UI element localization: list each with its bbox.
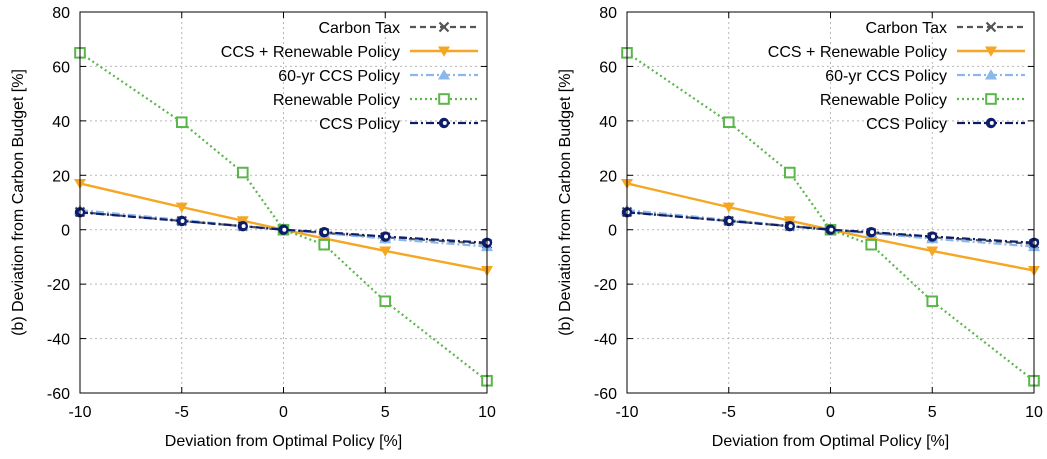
- data-point: [926, 295, 939, 308]
- legend-label: 60-yr CCS Policy: [825, 68, 947, 85]
- data-point: [784, 166, 796, 179]
- data-point-center: [384, 234, 389, 239]
- legend-swatch-marker-center: [442, 121, 447, 125]
- chart-1-grid: [627, 12, 1034, 393]
- y-tick-label: -20: [594, 277, 617, 294]
- data-point: [865, 238, 877, 251]
- legend-swatch-marker: [438, 21, 450, 33]
- y-tick-label: -40: [47, 332, 70, 349]
- x-tick-label: -10: [615, 404, 638, 421]
- y-tick-label: 20: [52, 168, 70, 185]
- legend-swatch-marker: [985, 69, 997, 80]
- data-point: [175, 202, 188, 213]
- legend-label: Carbon Tax: [318, 20, 400, 37]
- legend-label: 60-yr CCS Policy: [278, 68, 400, 85]
- y-axis-label: (b) Deviation from Carbon Budget [%]: [557, 69, 574, 336]
- x-tick-label: 0: [279, 404, 288, 421]
- data-point-center: [180, 219, 185, 224]
- y-tick-label: -20: [47, 277, 70, 294]
- data-point: [237, 166, 249, 179]
- legend-label: CCS Policy: [319, 116, 400, 133]
- legend-swatch-marker: [438, 93, 450, 105]
- x-tick-label: 10: [478, 404, 496, 421]
- legend-label: CCS + Renewable Policy: [221, 44, 400, 61]
- x-tick-label: -5: [722, 404, 736, 421]
- legend-label: CCS + Renewable Policy: [768, 44, 947, 61]
- y-tick-label: 0: [61, 223, 70, 240]
- y-tick-label: 20: [599, 168, 617, 185]
- data-point-center: [485, 240, 490, 245]
- chart-right-svg: -10 -5 0 5 10 -60 -40 -20 0 20 40 60 80 Deviation fro…: [557, 5, 1043, 450]
- legend-swatch-marker: [985, 46, 997, 57]
- data-point-center: [282, 227, 287, 232]
- legend-swatch-marker: [438, 46, 450, 57]
- data-point: [722, 202, 735, 213]
- x-axis-label: Deviation from Optimal Policy [%]: [165, 433, 402, 450]
- data-point-center: [625, 210, 630, 215]
- data-point: [318, 238, 330, 251]
- x-tick-label: 0: [826, 404, 835, 421]
- data-point: [379, 295, 392, 308]
- legend-swatch-marker: [985, 21, 997, 33]
- data-point-center: [323, 230, 327, 235]
- x-tick-label: 5: [928, 404, 937, 421]
- data-point-center: [1032, 240, 1037, 245]
- data-point-center: [727, 219, 732, 224]
- legend-swatch-marker: [438, 69, 450, 80]
- x-tick-label: 5: [381, 404, 390, 421]
- data-point-center: [829, 227, 834, 232]
- chart-right: -10 -5 0 5 10 -60 -40 -20 0 20 40 60 80 Deviation fro…: [547, 0, 1047, 459]
- legend-label: CCS Policy: [866, 116, 947, 133]
- legend-label: Renewable Policy: [820, 92, 947, 109]
- data-point-center: [788, 224, 793, 229]
- y-tick-label: -40: [594, 332, 617, 349]
- legend-swatch-marker: [985, 93, 997, 105]
- data-point-center: [870, 230, 874, 235]
- chart-0-grid: [80, 12, 487, 393]
- legend-label: Renewable Policy: [273, 92, 400, 109]
- data-point-center: [241, 224, 246, 229]
- data-point: [175, 116, 188, 129]
- data-point: [379, 246, 392, 257]
- data-point-center: [931, 234, 936, 239]
- x-tick-label: 10: [1025, 404, 1043, 421]
- data-point-center: [78, 210, 83, 215]
- data-point: [722, 116, 735, 129]
- y-tick-label: 0: [608, 223, 617, 240]
- plot-frame: [79, 11, 488, 394]
- y-tick-label: 60: [52, 59, 70, 76]
- x-tick-label: -5: [175, 404, 189, 421]
- y-tick-label: 80: [52, 5, 70, 22]
- chart-left: -10 -5 0 5 10 -60 -40 -20 0 20 40 60 80 Deviation fro…: [0, 0, 520, 459]
- chart-0-legend: Carbon Tax CCS + Renewable Policy 60-yr CC…: [221, 20, 478, 133]
- legend-swatch-marker-center: [989, 121, 994, 125]
- legend-label: Carbon Tax: [865, 20, 947, 37]
- y-axis-label: (b) Deviation from Carbon Budget [%]: [10, 69, 27, 336]
- y-tick-label: 60: [599, 59, 617, 76]
- x-axis-label: Deviation from Optimal Policy [%]: [712, 433, 949, 450]
- y-tick-label: 80: [599, 5, 617, 22]
- y-tick-label: 40: [52, 114, 70, 131]
- data-point: [926, 246, 939, 257]
- y-tick-label: -60: [47, 386, 70, 403]
- plot-frame: [626, 11, 1035, 394]
- chart-0-ticks: -10 -5 0 5 10 -60 -40 -20 0 20 40 60 80: [47, 5, 496, 421]
- y-tick-label: 40: [599, 114, 617, 131]
- chart-1-legend: Carbon Tax CCS + Renewable Policy 60-yr CC…: [768, 20, 1025, 133]
- chart-left-svg: -10 -5 0 5 10 -60 -40 -20 0 20 40 60 80 Deviation fro…: [10, 5, 496, 450]
- y-tick-label: -60: [594, 386, 617, 403]
- x-tick-label: -10: [68, 404, 91, 421]
